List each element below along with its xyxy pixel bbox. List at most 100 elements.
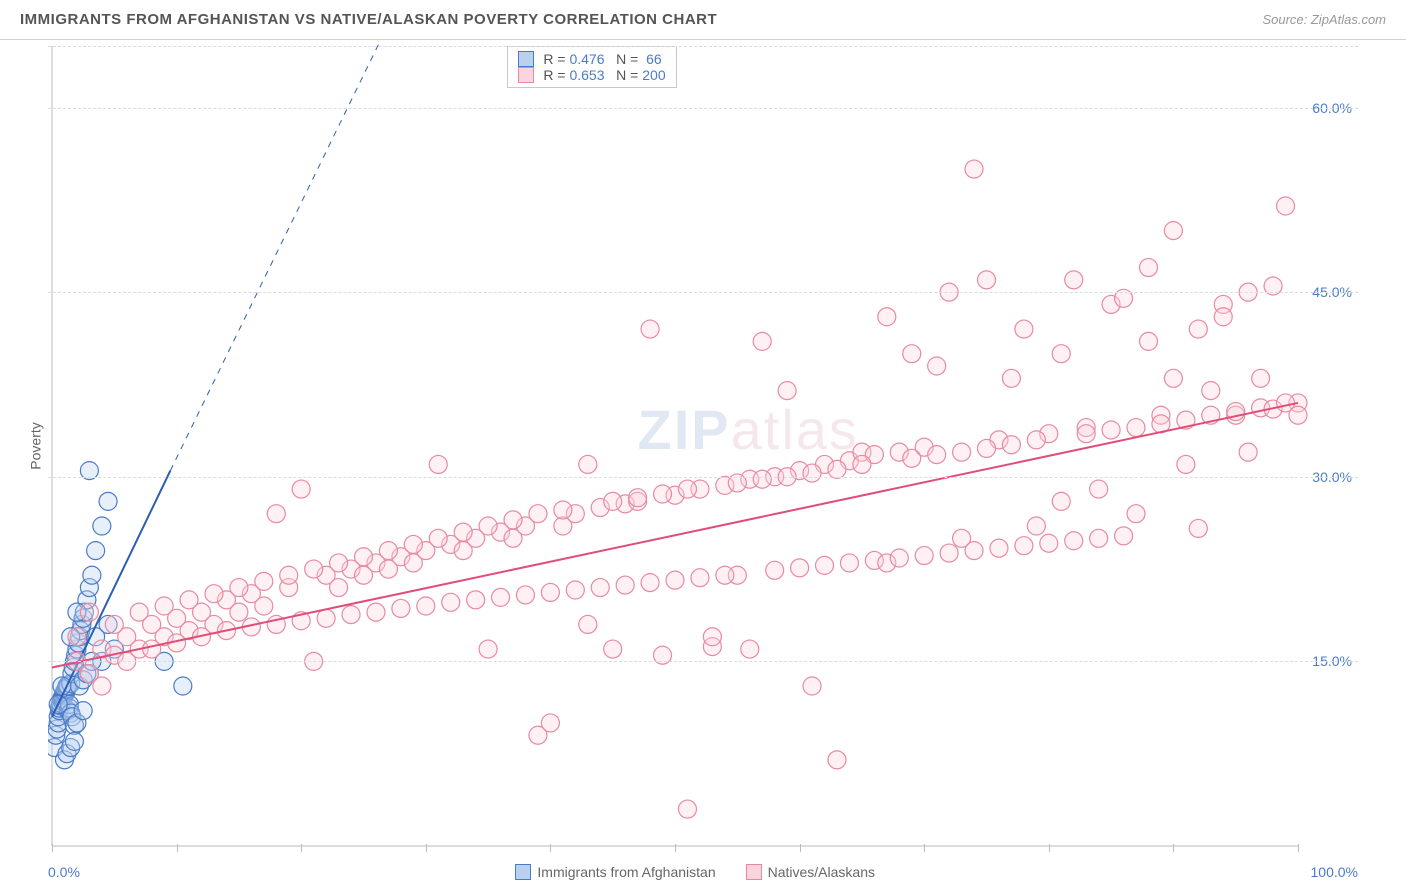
scatter-point — [654, 485, 672, 503]
scatter-point — [940, 544, 958, 562]
x-tick — [1049, 844, 1050, 852]
scatter-point — [1090, 480, 1108, 498]
scatter-point — [928, 446, 946, 464]
legend-item: Natives/Alaskans — [746, 864, 875, 880]
scatter-point — [678, 800, 696, 818]
x-tick — [177, 844, 178, 852]
scatter-point — [230, 579, 248, 597]
scatter-point — [87, 542, 105, 560]
scatter-point — [1202, 382, 1220, 400]
scatter-point — [1027, 517, 1045, 535]
scatter-point — [292, 480, 310, 498]
scatter-point — [404, 535, 422, 553]
legend-label: Immigrants from Afghanistan — [537, 864, 715, 880]
scatter-point — [678, 480, 696, 498]
scatter-point — [130, 603, 148, 621]
scatter-point — [255, 597, 273, 615]
scatter-point — [479, 640, 497, 658]
scatter-point — [803, 464, 821, 482]
scatter-point — [915, 547, 933, 565]
scatter-point — [579, 455, 597, 473]
scatter-point — [1189, 519, 1207, 537]
scatter-point — [566, 581, 584, 599]
scatter-point — [205, 585, 223, 603]
scatter-point — [1040, 534, 1058, 552]
x-tick — [52, 844, 53, 852]
stats-legend: R = 0.476 N = 66 R = 0.653 N = 200 — [507, 46, 677, 88]
scatter-point — [890, 549, 908, 567]
scatter-point — [953, 443, 971, 461]
legend-swatch — [746, 864, 762, 880]
source-label: Source: ZipAtlas.com — [1262, 12, 1386, 27]
scatter-point — [143, 640, 161, 658]
scatter-point — [454, 523, 472, 541]
scatter-point — [1139, 259, 1157, 277]
scatter-point — [791, 559, 809, 577]
scatter-point — [317, 609, 335, 627]
scatter-point — [541, 583, 559, 601]
scatter-point — [74, 702, 92, 720]
scatter-point — [604, 492, 622, 510]
scatter-point — [180, 591, 198, 609]
scatter-point — [492, 588, 510, 606]
scatter-point — [1102, 421, 1120, 439]
scatter-point — [529, 505, 547, 523]
scatter-point — [666, 571, 684, 589]
scatter-point — [305, 560, 323, 578]
scatter-point — [816, 556, 834, 574]
scatter-point — [803, 677, 821, 695]
regression-line-dashed — [170, 40, 425, 471]
x-tick — [301, 844, 302, 852]
scatter-point — [1214, 308, 1232, 326]
scatter-point — [703, 628, 721, 646]
legend: Immigrants from Afghanistan Natives/Alask… — [515, 864, 875, 880]
scatter-point — [467, 591, 485, 609]
scatter-point — [330, 579, 348, 597]
scatter-point — [965, 542, 983, 560]
scatter-point — [1065, 271, 1083, 289]
scatter-point — [504, 511, 522, 529]
scatter-point — [828, 751, 846, 769]
scatter-point — [753, 470, 771, 488]
scatter-point — [965, 160, 983, 178]
scatter-point — [1002, 436, 1020, 454]
stats-row: R = 0.653 N = 200 — [518, 67, 666, 83]
footer: 0.0% Immigrants from Afghanistan Natives/… — [0, 852, 1406, 892]
scatter-point — [392, 599, 410, 617]
scatter-point — [591, 579, 609, 597]
y-axis-label: Poverty — [28, 422, 44, 469]
scatter-point — [267, 505, 285, 523]
grid-line — [48, 108, 1358, 109]
scatter-point — [1015, 537, 1033, 555]
scatter-point — [1127, 419, 1145, 437]
x-axis-min: 0.0% — [48, 864, 80, 880]
scatter-point — [1090, 529, 1108, 547]
legend-swatch — [515, 864, 531, 880]
scatter-point — [280, 566, 298, 584]
scatter-point — [1239, 443, 1257, 461]
scatter-point — [878, 308, 896, 326]
scatter-point — [429, 529, 447, 547]
regression-line — [52, 403, 1298, 668]
grid-line — [48, 46, 1358, 47]
scatter-point — [753, 332, 771, 350]
scatter-point — [83, 566, 101, 584]
scatter-point — [741, 640, 759, 658]
scatter-point — [604, 640, 622, 658]
scatter-point — [1002, 369, 1020, 387]
scatter-point — [429, 455, 447, 473]
scatter-point — [1252, 369, 1270, 387]
scatter-point — [174, 677, 192, 695]
scatter-point — [903, 345, 921, 363]
scatter-point — [778, 382, 796, 400]
scatter-point — [93, 677, 111, 695]
scatter-point — [766, 561, 784, 579]
scatter-point — [828, 460, 846, 478]
scatter-point — [691, 569, 709, 587]
scatter-point — [105, 615, 123, 633]
scatter-point — [65, 732, 83, 750]
scatter-point — [80, 603, 98, 621]
scatter-point — [928, 357, 946, 375]
x-axis-max: 100.0% — [1311, 864, 1358, 880]
scatter-point — [978, 439, 996, 457]
